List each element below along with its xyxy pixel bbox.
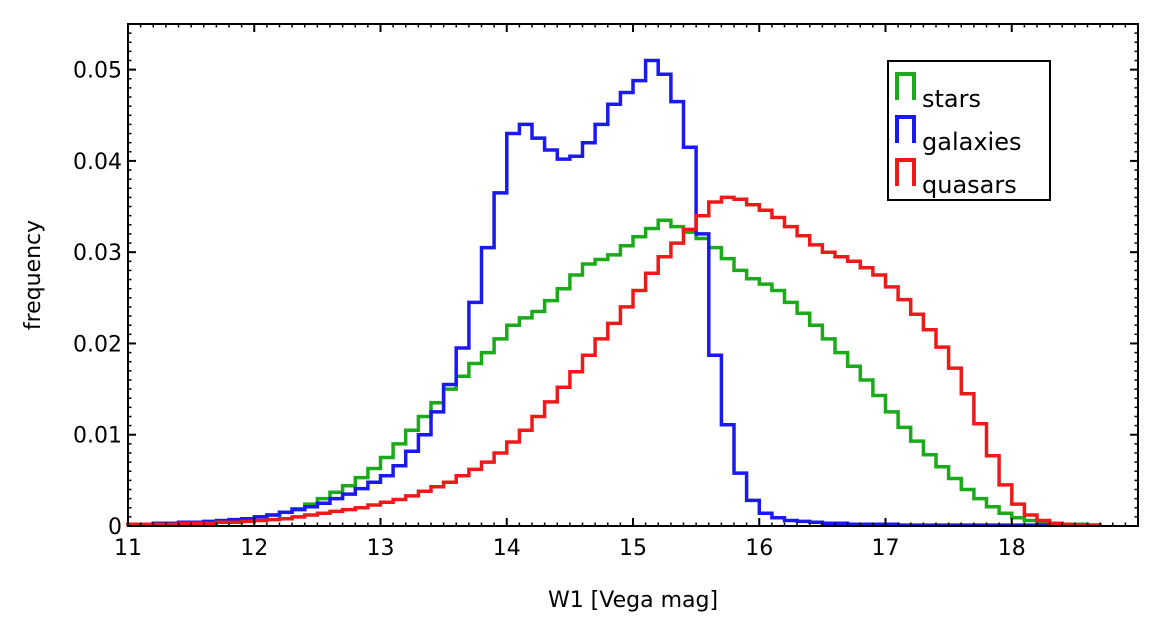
y-tick-label: 0.02 (73, 332, 122, 357)
y-tick-label: 0 (108, 515, 122, 540)
legend-label-quasars: quasars (922, 171, 1017, 199)
x-tick-label: 18 (998, 536, 1026, 561)
x-tick-label: 15 (619, 536, 647, 561)
legend-label-stars: stars (922, 85, 981, 113)
x-axis-label: W1 [Vega mag] (548, 588, 718, 613)
legend-swatch-quasars (895, 158, 916, 186)
x-tick-label: 14 (493, 536, 521, 561)
x-tick-label: 12 (240, 536, 268, 561)
y-tick-label: 0.05 (73, 59, 122, 84)
y-tick-label: 0.01 (73, 424, 122, 449)
legend-swatch-galaxies (895, 115, 916, 143)
x-tick-label: 17 (872, 536, 900, 561)
ticks-layer: 11 12 13 14 15 16 17 18 0 0.01 0.02 0.03 0.04 0.05 (73, 23, 1139, 561)
x-tick-label: 16 (745, 536, 773, 561)
legend: stars galaxies quasars (887, 60, 1051, 201)
series-stars (126, 218, 1102, 527)
y-tick-label: 0.03 (73, 241, 122, 266)
legend-label-galaxies: galaxies (922, 128, 1021, 156)
y-axis-label: frequency (21, 220, 46, 330)
x-tick-label: 11 (114, 536, 142, 561)
legend-swatch-stars (895, 72, 916, 100)
series-quasars (126, 195, 1102, 527)
x-tick-label: 13 (367, 536, 395, 561)
y-tick-label: 0.04 (73, 150, 122, 175)
